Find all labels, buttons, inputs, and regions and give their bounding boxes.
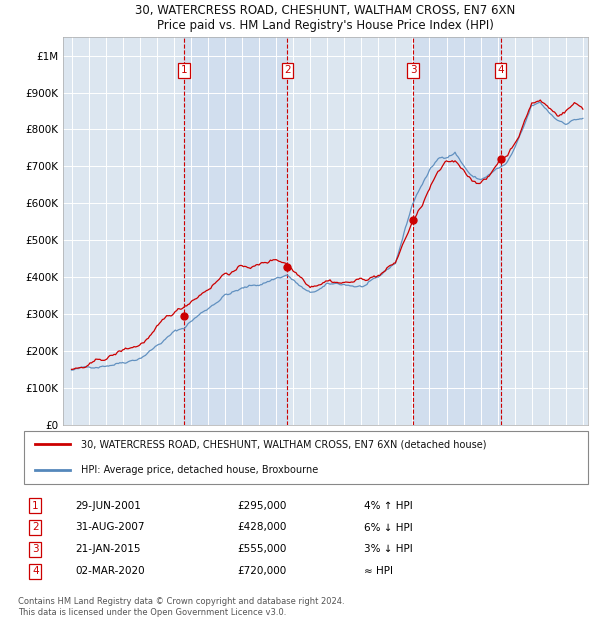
Text: 4: 4 [32, 566, 38, 576]
Text: 29-JUN-2001: 29-JUN-2001 [76, 501, 142, 511]
Text: £428,000: £428,000 [237, 523, 286, 533]
Text: 30, WATERCRESS ROAD, CHESHUNT, WALTHAM CROSS, EN7 6XN (detached house): 30, WATERCRESS ROAD, CHESHUNT, WALTHAM C… [82, 440, 487, 450]
Text: ≈ HPI: ≈ HPI [364, 566, 392, 576]
FancyBboxPatch shape [24, 431, 588, 484]
Text: 6% ↓ HPI: 6% ↓ HPI [364, 523, 412, 533]
Text: 21-JAN-2015: 21-JAN-2015 [76, 544, 141, 554]
Text: £295,000: £295,000 [237, 501, 286, 511]
Text: 3: 3 [410, 66, 416, 76]
Text: 2: 2 [284, 66, 291, 76]
Text: £720,000: £720,000 [237, 566, 286, 576]
Text: HPI: Average price, detached house, Broxbourne: HPI: Average price, detached house, Brox… [82, 465, 319, 475]
Text: Contains HM Land Registry data © Crown copyright and database right 2024.
This d: Contains HM Land Registry data © Crown c… [18, 598, 344, 617]
Text: 4% ↑ HPI: 4% ↑ HPI [364, 501, 412, 511]
Bar [184, 37, 287, 425]
Text: 1: 1 [32, 501, 38, 511]
Text: 02-MAR-2020: 02-MAR-2020 [76, 566, 145, 576]
Text: 3% ↓ HPI: 3% ↓ HPI [364, 544, 412, 554]
Text: £555,000: £555,000 [237, 544, 286, 554]
Text: 2: 2 [32, 523, 38, 533]
Text: 31-AUG-2007: 31-AUG-2007 [76, 523, 145, 533]
Title: 30, WATERCRESS ROAD, CHESHUNT, WALTHAM CROSS, EN7 6XN
Price paid vs. HM Land Reg: 30, WATERCRESS ROAD, CHESHUNT, WALTHAM C… [136, 4, 515, 32]
Text: 1: 1 [181, 66, 187, 76]
Bar [413, 37, 500, 425]
Text: 4: 4 [497, 66, 504, 76]
Text: 3: 3 [32, 544, 38, 554]
